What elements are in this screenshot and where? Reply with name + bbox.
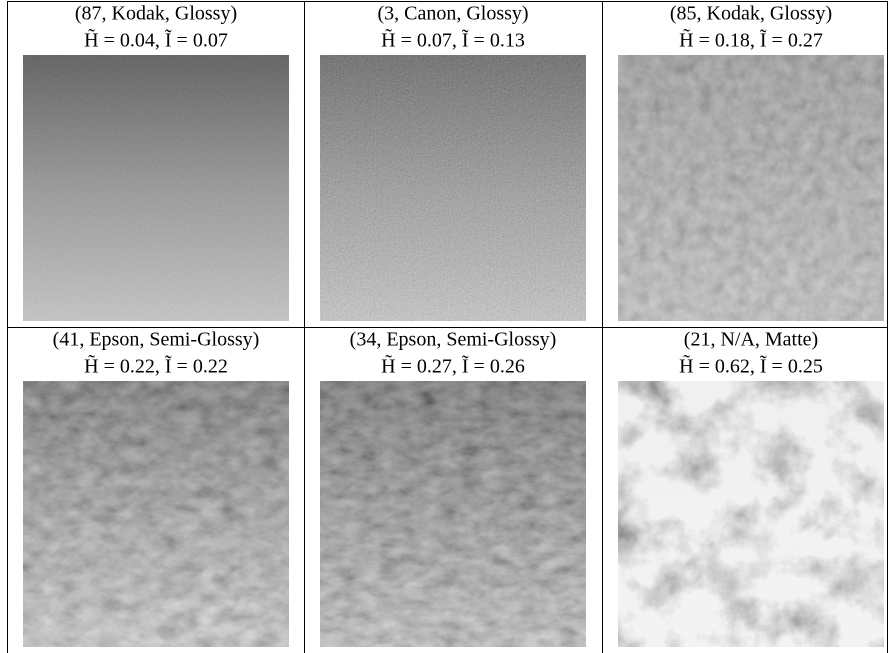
texture-image [320,55,586,321]
cell-formula: H̃ = 0.27, Ĩ = 0.26 [381,354,525,378]
texture-image [320,381,586,647]
cell-label: (3, Canon, Glossy) [377,3,528,25]
cell-label: (41, Epson, Semi-Glossy) [53,329,260,351]
cell-formula: H̃ = 0.07, Ĩ = 0.13 [381,28,525,52]
cell-label: (34, Epson, Semi-Glossy) [350,329,557,351]
cell-label: (85, Kodak, Glossy) [670,3,832,25]
cell-label: (21, N/A, Matte) [684,329,818,351]
image-noise [618,381,884,647]
texture-image [618,55,884,321]
texture-image [23,55,289,321]
cell-formula: H̃ = 0.22, Ĩ = 0.22 [84,354,228,378]
cell-formula: H̃ = 0.04, Ĩ = 0.07 [84,28,228,52]
cell-formula: H̃ = 0.62, Ĩ = 0.25 [679,354,823,378]
image-noise [23,381,289,647]
image-noise [618,55,884,321]
image-noise [320,55,586,321]
image-noise [320,381,586,647]
cell-label: (87, Kodak, Glossy) [75,3,237,25]
cell-formula: H̃ = 0.18, Ĩ = 0.27 [679,28,823,52]
image-noise [23,55,289,321]
texture-image [23,381,289,647]
texture-image [618,381,884,647]
